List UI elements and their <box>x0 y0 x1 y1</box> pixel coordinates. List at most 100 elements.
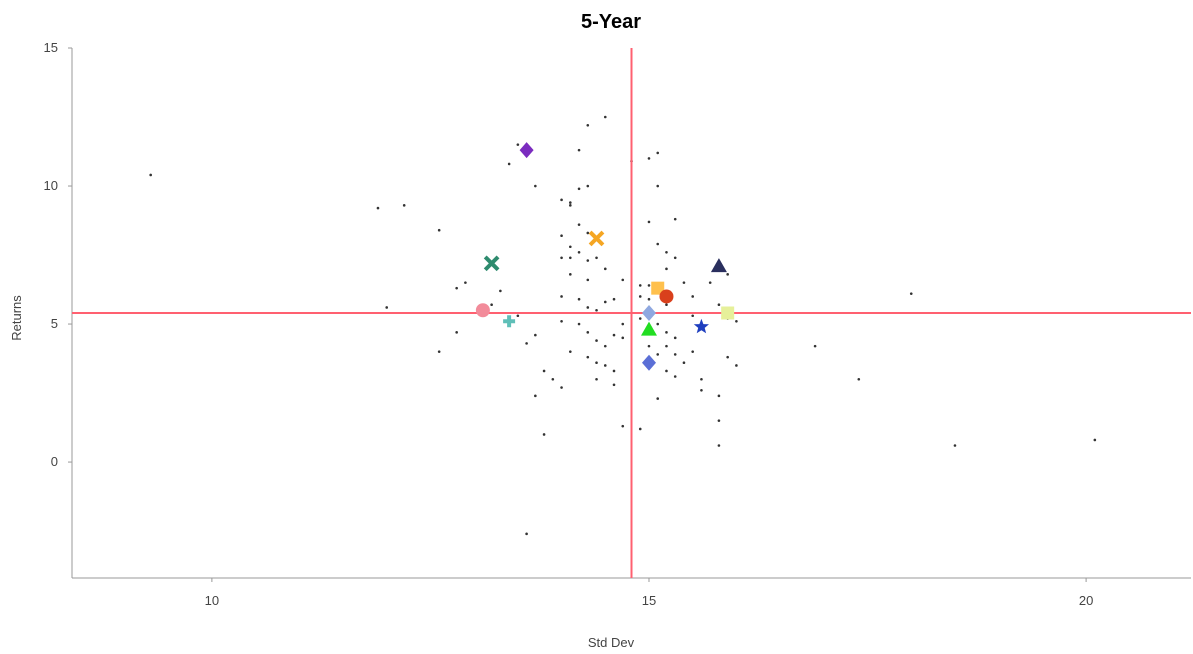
data-point <box>569 204 572 207</box>
data-point <box>673 256 677 260</box>
highlight-marker-triangle <box>710 258 727 273</box>
data-point <box>499 289 502 293</box>
plot-area: 0 5 10 15 10 15 20 <box>44 40 1191 608</box>
data-point <box>612 383 616 387</box>
data-point <box>455 286 458 290</box>
data-point <box>534 184 537 188</box>
data-point <box>656 184 660 188</box>
data-point <box>717 444 721 447</box>
data-point <box>638 295 642 298</box>
data-point <box>376 206 380 210</box>
data-point <box>638 317 642 320</box>
data-point <box>569 350 572 353</box>
data-point <box>665 303 668 307</box>
data-point <box>586 231 590 235</box>
data-point <box>595 308 598 312</box>
data-point <box>726 273 729 276</box>
data-point <box>577 322 581 326</box>
x-tick-label: 15 <box>642 593 656 608</box>
data-point <box>612 333 616 337</box>
data-point <box>603 344 607 348</box>
data-point <box>542 433 546 436</box>
data-point <box>647 297 651 301</box>
data-point <box>673 375 677 378</box>
data-point <box>603 364 607 367</box>
data-point <box>455 331 458 334</box>
data-point <box>516 314 520 318</box>
data-point <box>586 184 590 188</box>
data-point <box>569 245 572 249</box>
x-tick-label: 20 <box>1079 593 1093 608</box>
y-axis-title: Returns <box>9 295 24 341</box>
data-point <box>490 303 493 307</box>
data-point <box>560 386 563 389</box>
data-point <box>857 377 861 381</box>
data-point <box>691 350 694 353</box>
data-point <box>656 242 660 246</box>
data-point <box>665 267 668 271</box>
data-point <box>673 353 677 356</box>
data-point <box>595 377 598 381</box>
data-point <box>586 259 590 262</box>
x-axis-title: Std Dev <box>588 635 635 650</box>
data-point <box>507 162 511 166</box>
highlight-marker-star <box>693 318 709 334</box>
data-point <box>691 295 694 298</box>
data-point <box>586 123 590 127</box>
data-point <box>621 278 625 282</box>
data-point <box>577 223 581 226</box>
data-point <box>569 201 572 204</box>
data-point <box>708 281 712 284</box>
data-point <box>909 292 913 295</box>
data-point <box>437 228 441 232</box>
data-point <box>149 173 152 177</box>
data-point <box>534 394 537 398</box>
data-point <box>534 333 537 337</box>
data-point <box>595 361 598 364</box>
data-point <box>603 115 607 119</box>
chart-title: 5-Year <box>581 11 641 33</box>
highlight-marker-x <box>588 230 605 247</box>
highlight-marker-circle <box>659 289 674 304</box>
data-point <box>586 355 590 359</box>
data-point <box>665 369 668 373</box>
data-point <box>586 278 590 282</box>
data-point <box>813 344 817 348</box>
highlight-marker-triangle <box>640 321 657 336</box>
data-point <box>673 336 677 340</box>
highlight-marker-square <box>721 306 735 320</box>
data-point <box>621 322 625 326</box>
y-tick-label: 15 <box>44 40 58 55</box>
data-point <box>647 220 651 224</box>
data-point <box>595 256 598 260</box>
data-point <box>665 250 668 254</box>
data-point <box>437 350 441 353</box>
data-point <box>516 143 520 146</box>
data-point <box>953 444 957 447</box>
data-point <box>638 427 642 431</box>
data-point <box>665 331 668 334</box>
y-tick-label: 0 <box>51 454 58 469</box>
highlight-marker-x <box>483 255 500 272</box>
data-point <box>717 303 721 307</box>
data-point <box>682 281 686 284</box>
highlight-marker-diamond <box>641 354 656 371</box>
data-point <box>621 336 625 340</box>
highlight-marker-diamond <box>641 305 656 321</box>
data-point <box>621 424 625 428</box>
data-point <box>656 397 660 400</box>
data-point <box>726 355 729 359</box>
data-point <box>612 297 616 301</box>
data-point <box>525 342 528 345</box>
data-point <box>612 369 616 373</box>
highlight-marker-plus <box>503 315 516 328</box>
data-point <box>691 314 694 318</box>
data-point <box>603 300 607 304</box>
data-point <box>542 369 546 373</box>
data-point <box>595 339 598 342</box>
data-point <box>656 151 660 155</box>
data-point <box>647 157 651 160</box>
data-point <box>577 148 581 152</box>
